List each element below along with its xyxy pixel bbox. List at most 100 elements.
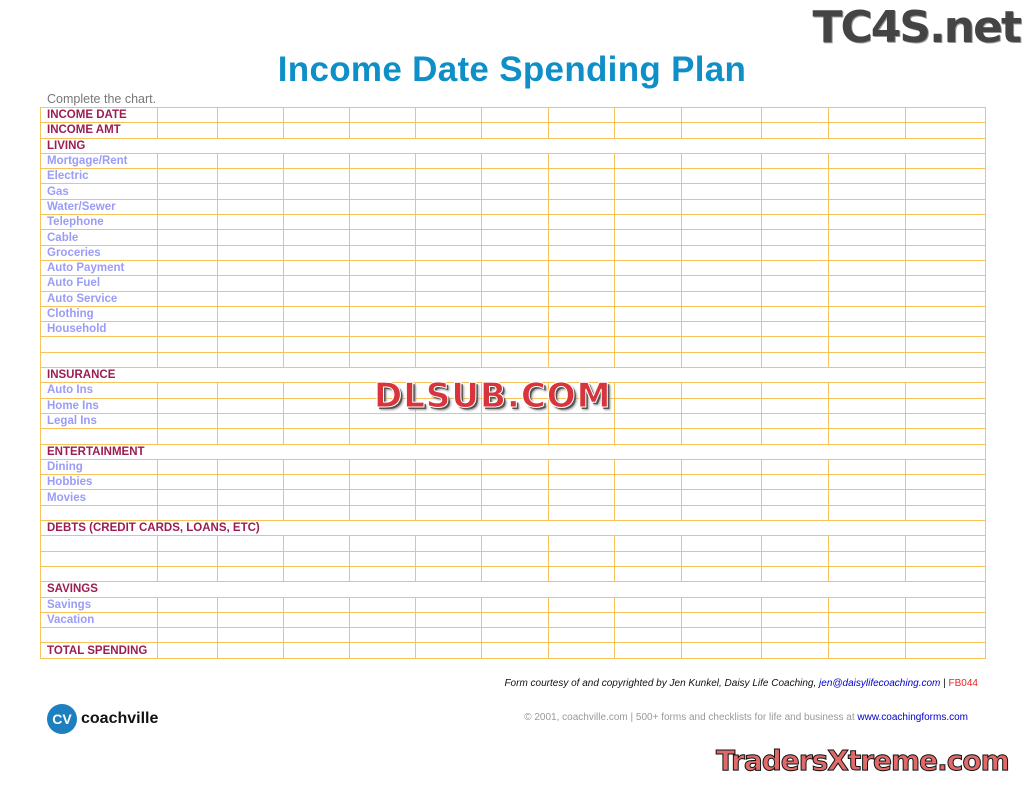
entry-cell[interactable]	[828, 565, 906, 583]
entry-cell[interactable]	[415, 321, 482, 338]
entry-cell[interactable]	[349, 611, 416, 629]
entry-cell[interactable]	[157, 183, 218, 200]
entry-cell[interactable]	[481, 168, 549, 185]
entry-cell[interactable]	[481, 550, 549, 567]
entry-cell[interactable]	[415, 351, 482, 369]
entry-cell[interactable]	[905, 275, 986, 292]
entry-cell[interactable]	[157, 474, 218, 491]
entry-cell[interactable]	[349, 106, 416, 124]
entry-cell[interactable]	[217, 428, 284, 445]
entry-cell[interactable]	[828, 397, 906, 414]
site-link[interactable]: www.coachingforms.com	[857, 712, 968, 723]
entry-cell[interactable]	[614, 382, 682, 399]
entry-cell[interactable]	[828, 458, 906, 476]
entry-cell[interactable]	[349, 152, 416, 170]
entry-cell[interactable]	[614, 290, 682, 307]
entry-cell[interactable]	[548, 489, 615, 506]
entry-cell[interactable]	[415, 275, 482, 292]
entry-cell[interactable]	[283, 259, 350, 277]
entry-cell[interactable]	[349, 259, 416, 277]
entry-cell[interactable]	[828, 214, 906, 231]
entry-cell[interactable]	[681, 412, 762, 430]
entry-cell[interactable]	[681, 627, 762, 644]
entry-cell[interactable]	[157, 152, 218, 170]
entry-cell[interactable]	[481, 351, 549, 369]
entry-cell[interactable]	[415, 183, 482, 200]
entry-cell[interactable]	[548, 535, 615, 552]
entry-cell[interactable]	[548, 321, 615, 338]
entry-cell[interactable]	[828, 550, 906, 567]
entry-cell[interactable]	[283, 596, 350, 613]
entry-cell[interactable]	[481, 428, 549, 445]
entry-cell[interactable]	[614, 183, 682, 200]
entry-cell[interactable]	[828, 259, 906, 277]
entry-cell[interactable]	[283, 336, 350, 353]
entry-cell[interactable]	[283, 290, 350, 307]
entry-cell[interactable]	[614, 489, 682, 506]
entry-cell[interactable]	[681, 198, 762, 216]
entry-cell[interactable]	[761, 321, 829, 338]
entry-cell[interactable]	[905, 611, 986, 629]
entry-cell[interactable]	[217, 290, 284, 307]
entry-cell[interactable]	[905, 428, 986, 445]
entry-cell[interactable]	[481, 259, 549, 277]
entry-cell[interactable]	[681, 565, 762, 583]
entry-cell[interactable]	[681, 397, 762, 414]
entry-cell[interactable]	[349, 229, 416, 246]
entry-cell[interactable]	[283, 489, 350, 506]
entry-cell[interactable]	[349, 214, 416, 231]
email-link[interactable]: jen@daisylifecoaching.com	[819, 678, 941, 689]
entry-cell[interactable]	[614, 275, 682, 292]
entry-cell[interactable]	[415, 122, 482, 139]
entry-cell[interactable]	[283, 168, 350, 185]
entry-cell[interactable]	[349, 596, 416, 613]
entry-cell[interactable]	[614, 550, 682, 567]
entry-cell[interactable]	[283, 397, 350, 414]
entry-cell[interactable]	[349, 336, 416, 353]
entry-cell[interactable]	[828, 535, 906, 552]
entry-cell[interactable]	[828, 106, 906, 124]
entry-cell[interactable]	[157, 412, 218, 430]
entry-cell[interactable]	[548, 428, 615, 445]
entry-cell[interactable]	[415, 336, 482, 353]
entry-cell[interactable]	[217, 611, 284, 629]
entry-cell[interactable]	[828, 474, 906, 491]
entry-cell[interactable]	[481, 474, 549, 491]
entry-cell[interactable]	[614, 122, 682, 139]
entry-cell[interactable]	[761, 474, 829, 491]
entry-cell[interactable]	[217, 122, 284, 139]
entry-cell[interactable]	[481, 504, 549, 522]
entry-cell[interactable]	[283, 321, 350, 338]
entry-cell[interactable]	[905, 596, 986, 613]
entry-cell[interactable]	[349, 122, 416, 139]
entry-cell[interactable]	[349, 642, 416, 659]
entry-cell[interactable]	[548, 504, 615, 522]
entry-cell[interactable]	[614, 642, 682, 659]
entry-cell[interactable]	[157, 351, 218, 369]
entry-cell[interactable]	[761, 214, 829, 231]
entry-cell[interactable]	[217, 321, 284, 338]
entry-cell[interactable]	[415, 535, 482, 552]
entry-cell[interactable]	[828, 412, 906, 430]
entry-cell[interactable]	[905, 214, 986, 231]
entry-cell[interactable]	[217, 489, 284, 506]
entry-cell[interactable]	[681, 535, 762, 552]
entry-cell[interactable]	[481, 214, 549, 231]
entry-cell[interactable]	[828, 504, 906, 522]
entry-cell[interactable]	[157, 397, 218, 414]
entry-cell[interactable]	[157, 244, 218, 261]
entry-cell[interactable]	[905, 183, 986, 200]
entry-cell[interactable]	[681, 550, 762, 567]
entry-cell[interactable]	[614, 336, 682, 353]
entry-cell[interactable]	[481, 305, 549, 323]
entry-cell[interactable]	[905, 290, 986, 307]
entry-cell[interactable]	[548, 305, 615, 323]
entry-cell[interactable]	[548, 642, 615, 659]
entry-cell[interactable]	[905, 474, 986, 491]
entry-cell[interactable]	[349, 504, 416, 522]
entry-cell[interactable]	[217, 565, 284, 583]
entry-cell[interactable]	[681, 489, 762, 506]
entry-cell[interactable]	[283, 198, 350, 216]
entry-cell[interactable]	[681, 259, 762, 277]
entry-cell[interactable]	[548, 152, 615, 170]
